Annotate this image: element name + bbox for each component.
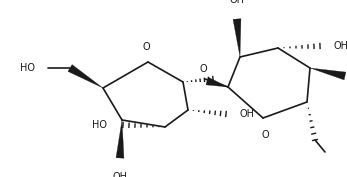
Polygon shape	[68, 65, 103, 88]
Text: HO: HO	[20, 63, 35, 73]
Text: O: O	[261, 130, 269, 140]
Polygon shape	[233, 19, 241, 57]
Text: OH: OH	[240, 109, 255, 119]
Text: OH: OH	[334, 41, 347, 51]
Text: O: O	[142, 42, 150, 52]
Text: OH: OH	[229, 0, 245, 5]
Text: HO: HO	[92, 120, 107, 130]
Text: O: O	[199, 64, 207, 74]
Polygon shape	[116, 120, 124, 158]
Polygon shape	[310, 68, 346, 80]
Polygon shape	[206, 77, 228, 87]
Text: OH: OH	[112, 172, 127, 177]
